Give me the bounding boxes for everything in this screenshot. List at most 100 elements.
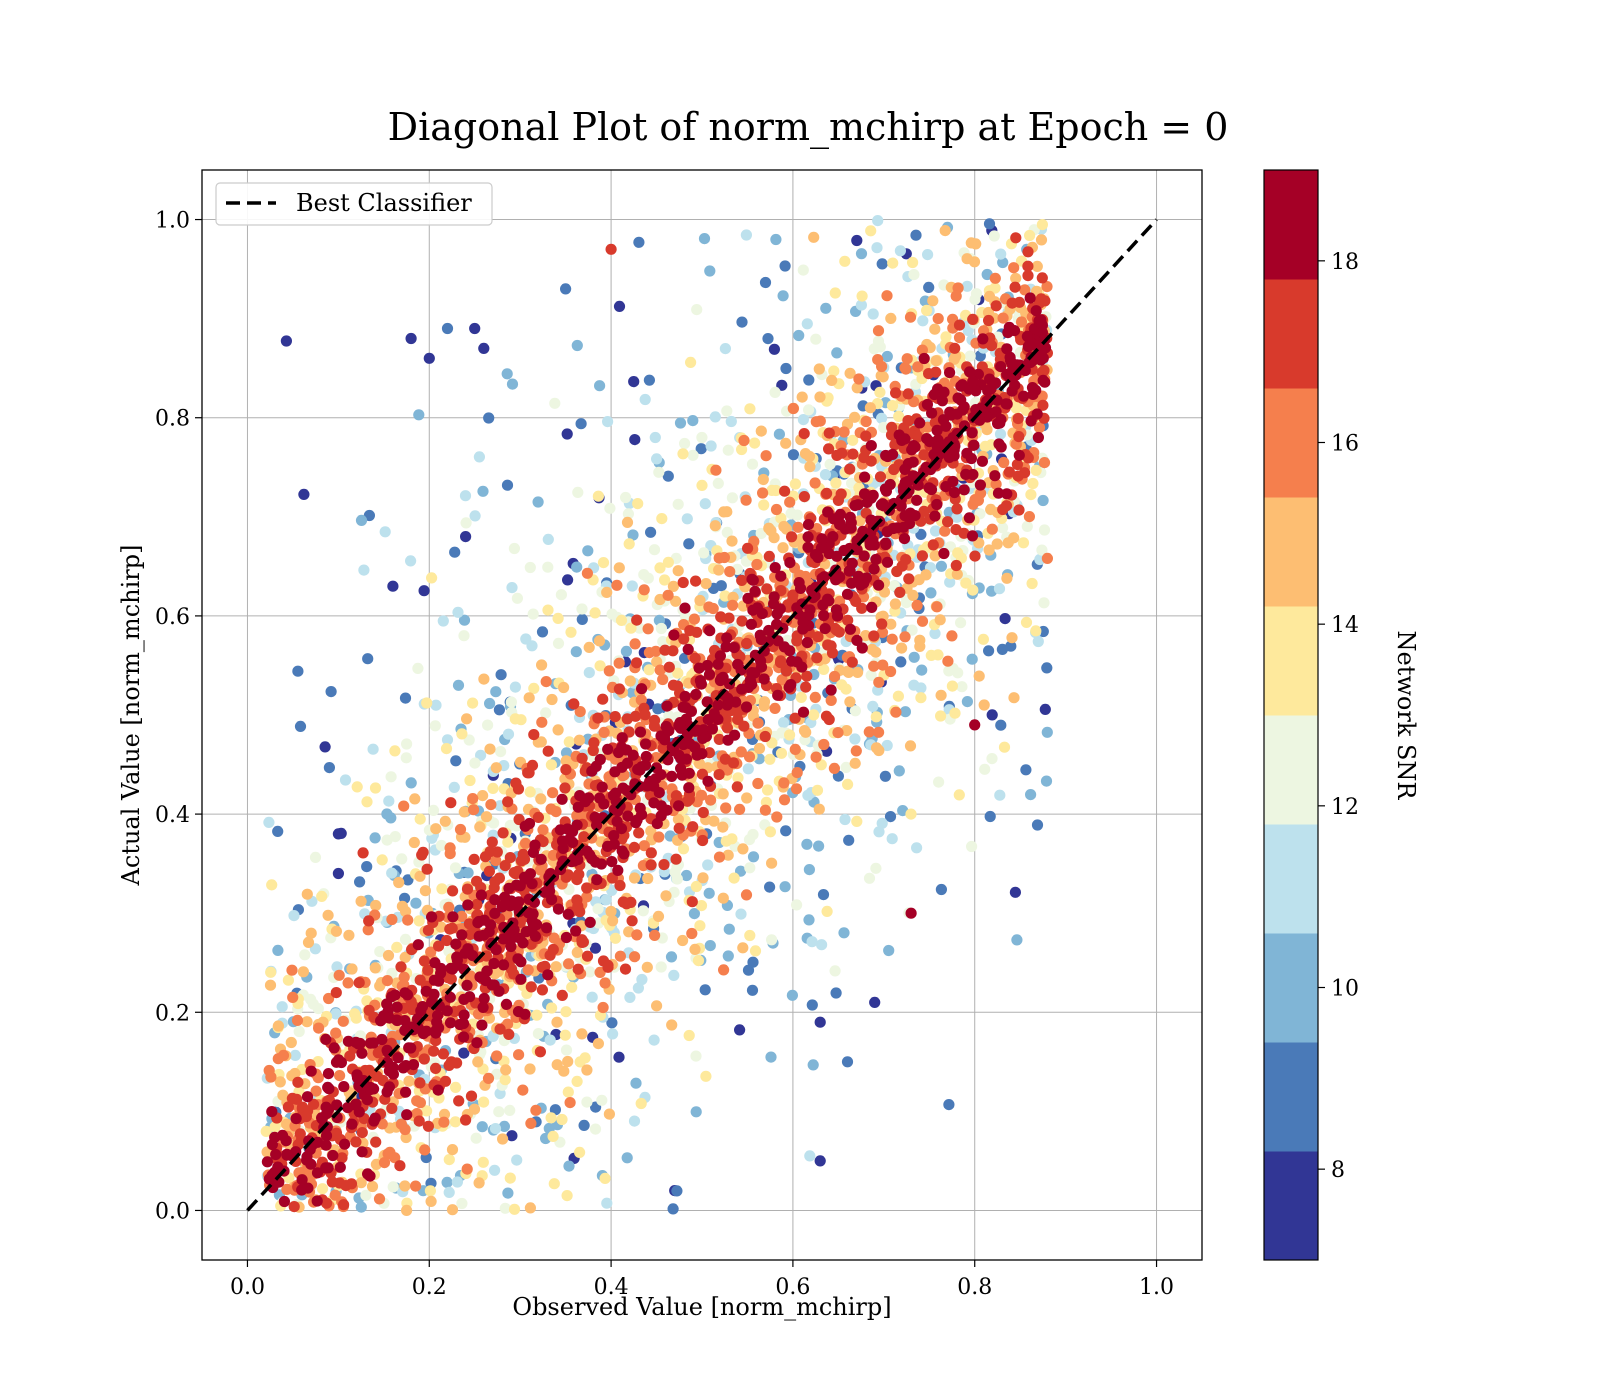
scatter-point [571,1075,583,1087]
scatter-point [687,415,699,427]
scatter-point [916,550,929,562]
scatter-point [677,843,690,855]
scatter-point [439,815,451,827]
scatter-point [818,663,830,676]
scatter-point [614,879,626,892]
scatter-point [272,825,284,838]
scatter-point [908,396,920,408]
scatter-point [530,1104,542,1116]
scatter-point [929,525,942,537]
scatter-point [622,508,635,520]
scatter-point [615,614,628,627]
scatter-point [458,614,471,626]
scatter-point [578,1119,590,1131]
scatter-point [473,915,485,928]
scatter-point [573,868,585,880]
scatter-point [759,276,772,289]
scatter-point [951,503,963,515]
scatter-point [1010,232,1022,244]
scatter-point [670,595,682,607]
scatter-point [759,804,772,816]
scatter-point [342,1102,354,1114]
scatter-point [801,670,813,682]
scatter-point [552,612,564,625]
scatter-point [768,343,781,355]
scatter-point [947,475,959,488]
scatter-point [561,428,573,440]
scatter-point [842,614,854,626]
scatter-point [1005,640,1017,652]
scatter-point [915,528,927,541]
scatter-point [490,854,502,867]
scatter-point [657,742,669,754]
scatter-point [265,1071,277,1083]
scatter-point [751,558,763,571]
scatter-point [867,308,879,320]
scatter-point [1030,464,1042,476]
scatter-point [928,388,941,401]
scatter-point [630,657,643,669]
scatter-point [456,910,468,923]
scatter-point [986,753,998,765]
scatter-point [602,416,614,428]
scatter-point [705,440,717,452]
scatter-point [759,730,771,743]
scatter-point [558,681,570,694]
scatter-point [483,865,495,877]
scatter-point [886,633,898,645]
scatter-point [964,350,976,362]
scatter-point [968,439,980,451]
scatter-point [560,283,572,295]
colorbar-ticks: 8 10 12 14 16 18 [1318,250,1359,1183]
scatter-point [292,1076,304,1088]
scatter-point [983,645,995,657]
scatter-point [573,734,586,746]
scatter-point [765,525,777,537]
scatter-point [642,872,654,885]
scatter-point [899,433,911,445]
scatter-point [613,300,626,312]
scatter-point [703,887,715,899]
scatter-point [550,961,562,973]
scatter-point [562,1055,574,1068]
scatter-point [752,777,764,790]
scatter-point [904,311,917,323]
scatter-point [298,488,310,500]
scatter-point [907,470,920,482]
scatter-point [922,249,934,261]
scatter-point [399,1180,411,1192]
scatter-point [844,463,856,475]
scatter-point [354,1037,366,1050]
scatter-point [504,1172,516,1184]
scatter-point [571,894,583,906]
scatter-point [879,770,892,782]
scatter-point [970,385,982,397]
scatter-point [512,1006,525,1018]
scatter-point [745,618,758,630]
scatter-point [931,424,943,436]
scatter-point [272,944,284,957]
scatter-point [952,547,964,559]
scatter-point [461,713,473,725]
scatter-point [712,699,724,711]
scatter-point [361,796,373,808]
scatter-point [523,817,536,830]
scatter-point [932,313,944,325]
scatter-point [868,660,880,672]
scatter-point [381,975,393,987]
scatter-point [1031,819,1044,831]
scatter-point [887,257,899,269]
scatter-point [353,1106,365,1118]
scatter-point [309,851,322,864]
scatter-point [355,895,367,907]
scatter-point [877,659,889,671]
scatter-point [938,386,950,398]
scatter-point [426,572,438,584]
scatter-point [950,524,962,536]
scatter-point [1018,390,1030,402]
scatter-point [619,963,632,975]
scatter-point [561,1190,573,1202]
scatter-point [994,789,1006,801]
scatter-point [353,977,365,989]
scatter-point [385,771,397,783]
